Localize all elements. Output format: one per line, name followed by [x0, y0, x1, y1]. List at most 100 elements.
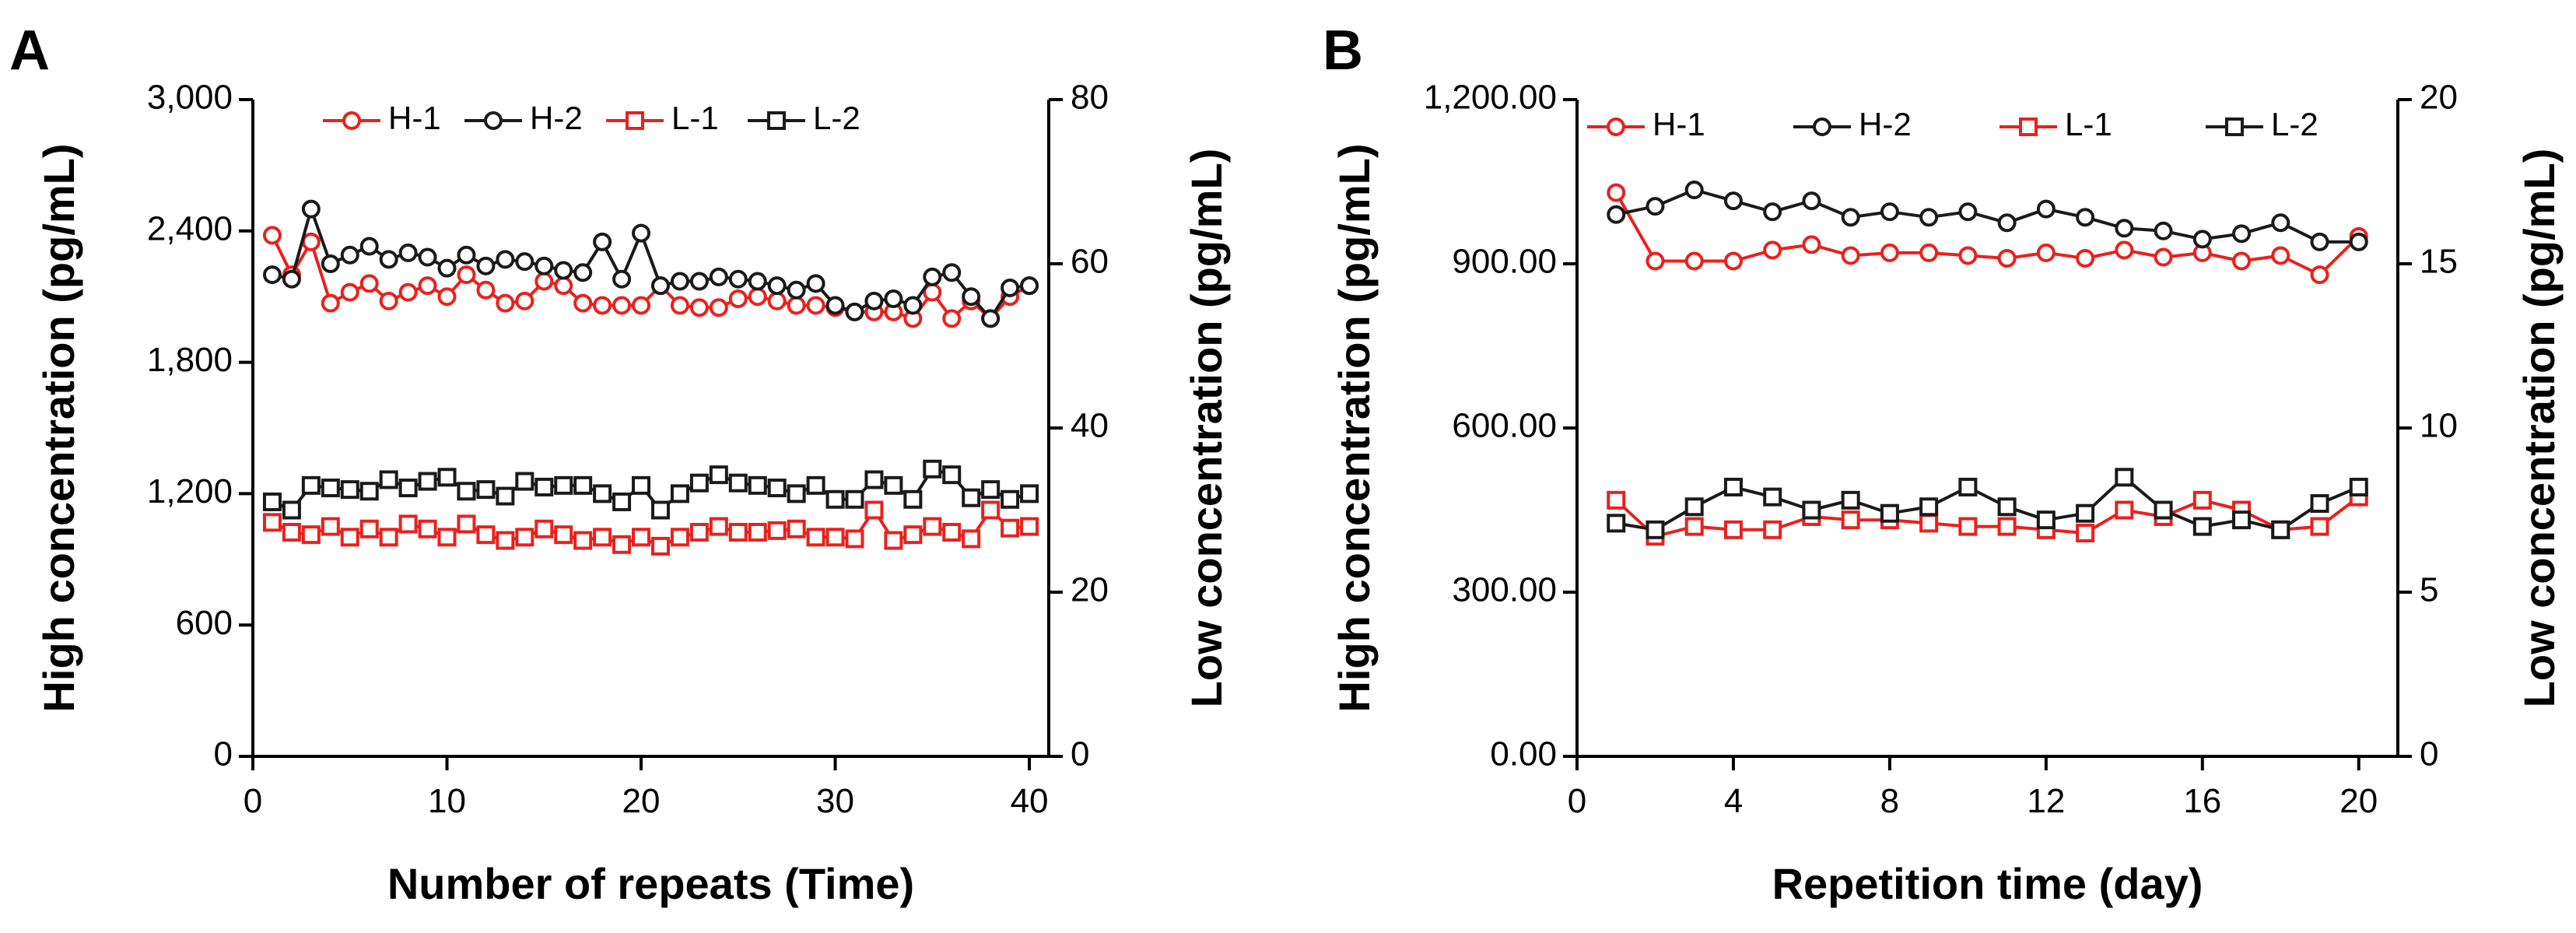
panel-a-point-l-1: [612, 535, 632, 554]
panel-a-point-h-1: [787, 296, 806, 315]
panel-b-y-left-tick-label: 900.00: [1452, 243, 1557, 281]
panel-a-point-h-2: [301, 199, 321, 219]
panel-a-point-h-2: [728, 269, 748, 289]
panel-b-point-l-2: [1802, 500, 1821, 520]
panel-a-point-l-2: [1001, 489, 1020, 509]
panel-a-legend-marker: [767, 111, 786, 130]
panel-a-y-right-tick-label: 80: [1071, 79, 1109, 117]
panel-a-point-h-2: [379, 250, 398, 269]
panel-a-point-h-2: [554, 261, 573, 280]
panel-a-y-right-tick-label: 40: [1071, 407, 1109, 445]
panel-a-point-h-2: [437, 258, 457, 278]
panel-a-point-l-2: [573, 475, 593, 495]
panel-a-point-h-2: [923, 267, 942, 286]
panel-b-point-l-1: [1723, 520, 1743, 539]
panel-b-point-h-1: [2115, 240, 2134, 260]
panel-a-point-l-2: [981, 480, 1001, 500]
panel-b-point-l-2: [1958, 477, 1978, 496]
panel-a-point-l-2: [632, 475, 651, 495]
panel-b-point-l-2: [1880, 503, 1899, 523]
panel-a-y-left-tick-label: 2,400: [147, 209, 233, 247]
panel-a-point-l-2: [262, 492, 282, 511]
panel-b-legend-marker: [1607, 118, 1625, 136]
panel-a-point-h-2: [884, 289, 903, 309]
panel-a-point-l-2: [670, 484, 689, 503]
panel-b-legend-marker: [2019, 118, 2038, 136]
panel-a-y-left-tick-label: 3,000: [147, 79, 233, 117]
panel-a-point-l-1: [962, 529, 981, 549]
panel-a-point-h-1: [767, 291, 787, 310]
panel-a-point-l-1: [845, 529, 864, 549]
panel-a-y-left-tick-label: 600: [176, 604, 233, 642]
panel-a-legend: H-1 H-2 L-1 L-2: [323, 100, 860, 136]
panel-a-point-l-2: [593, 484, 612, 503]
panel-b-point-l-2: [1763, 487, 1782, 507]
panel-a-point-h-1: [728, 289, 748, 309]
panel-a-x-tick-label: 20: [622, 782, 661, 820]
panel-a-point-l-1: [301, 525, 321, 545]
panel-b-point-h-1: [2271, 246, 2290, 265]
panel-a-point-h-2: [262, 265, 282, 285]
panel-b-y-right-tick-label: 5: [2420, 571, 2438, 609]
panel-a-point-l-1: [787, 519, 806, 538]
panel-a-legend-label: L-2: [813, 100, 860, 136]
panel-a-point-h-1: [476, 280, 496, 300]
panel-b-point-h-2: [1684, 181, 1704, 200]
panel-b: B 0.00 300.00 600.00 900.00 1,200.00 0 5 10 15 20 0…: [1323, 19, 2564, 908]
panel-b-legend-label: L-2: [2271, 106, 2318, 142]
panel-b-point-h-2: [2349, 232, 2368, 251]
panel-a-point-h-2: [1020, 276, 1039, 296]
panel-a-point-h-1: [321, 293, 340, 313]
panel-b-point-h-1: [1723, 251, 1743, 271]
panel-b-point-h-1: [1684, 251, 1704, 271]
panel-a-point-l-2: [534, 477, 554, 496]
panel-b-point-l-1: [2076, 524, 2095, 543]
panel-a-point-l-1: [398, 514, 418, 534]
panel-a-point-h-2: [689, 272, 709, 291]
panel-b-point-l-1: [2192, 490, 2212, 510]
panel-a-point-l-2: [728, 473, 748, 493]
panel-a-point-h-1: [359, 274, 379, 293]
panel-a-point-h-2: [534, 256, 554, 275]
panel-a-point-l-1: [1001, 518, 1020, 538]
panel-a-point-h-1: [709, 298, 728, 317]
panel-b-legend-marker: [2225, 118, 2244, 136]
panel-b-point-h-2: [1919, 208, 1939, 227]
panel-b-point-h-2: [2115, 219, 2134, 238]
panel-a-point-h-2: [515, 252, 534, 272]
panel-a-point-l-2: [612, 492, 632, 511]
panel-a-point-h-2: [650, 276, 670, 296]
panel-a-point-l-2: [806, 475, 825, 495]
panel-a-point-h-2: [496, 250, 515, 269]
panel-b-x-tick-label: 8: [1880, 782, 1899, 820]
panel-b-y-right-tick-label: 10: [2420, 407, 2458, 445]
panel-a-point-l-1: [903, 525, 923, 545]
panel-a-point-h-1: [262, 226, 282, 245]
panel-b-point-l-2: [2271, 520, 2290, 539]
panel-b-point-h-2: [1802, 191, 1821, 211]
panel-a-point-h-1: [496, 293, 515, 313]
panel-b-point-h-1: [1607, 183, 1626, 202]
panel-a-point-l-2: [689, 473, 709, 493]
panel-b-point-h-2: [2036, 199, 2056, 219]
panel-b-point-l-1: [1841, 510, 1860, 530]
panel-a-y-left-tick-label: 0: [214, 735, 233, 773]
panel-a-point-l-2: [942, 465, 962, 485]
panel-a-point-h-2: [632, 223, 651, 243]
panel-b-point-l-2: [2349, 477, 2368, 496]
panel-a-point-h-1: [612, 296, 632, 315]
panel-b-point-l-1: [2310, 517, 2329, 536]
panel-b-legend-marker: [1813, 118, 1831, 136]
panel-a-point-h-2: [340, 245, 359, 265]
panel-b-point-l-2: [2076, 503, 2095, 523]
panel-b-point-h-2: [1880, 202, 1899, 222]
panel-a-point-l-1: [884, 531, 903, 550]
panel-a-point-l-2: [437, 468, 457, 487]
panel-b-point-h-2: [2271, 213, 2290, 233]
panel-a-point-l-1: [825, 528, 845, 547]
panel-b-point-l-2: [2232, 510, 2252, 530]
panel-a-point-h-2: [748, 272, 767, 291]
panel-b-point-h-1: [2232, 251, 2252, 271]
panel-a-point-h-1: [573, 293, 593, 313]
panel-a-point-l-1: [573, 531, 593, 550]
